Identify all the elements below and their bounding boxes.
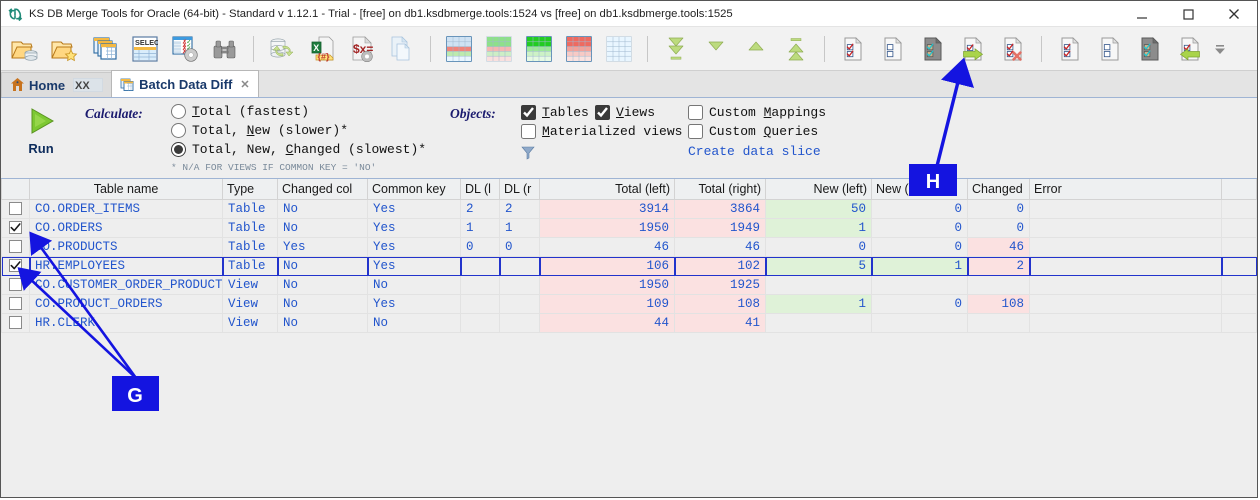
svg-text:SELECT: SELECT (135, 38, 158, 47)
svg-text:XX: XX (75, 80, 90, 92)
svg-text:{#}: {#} (318, 51, 331, 61)
